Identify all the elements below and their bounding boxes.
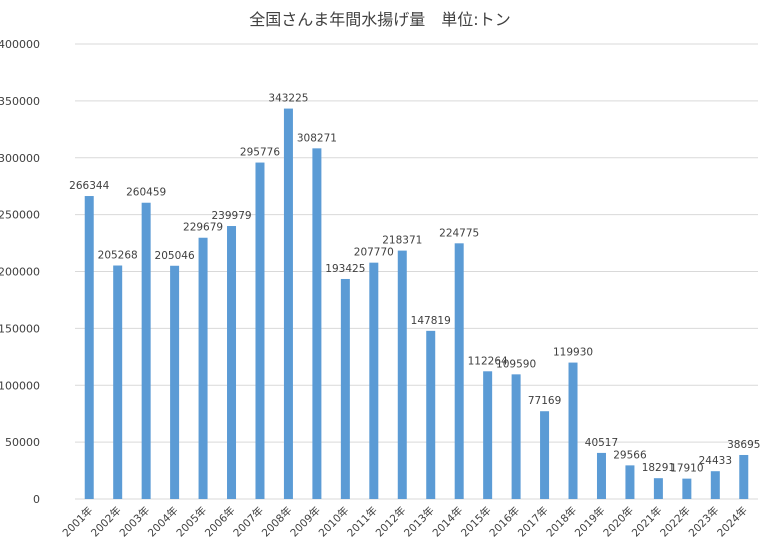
data-label: 109590 — [496, 358, 536, 370]
x-tick-label: 2002年 — [88, 504, 124, 540]
x-tick-label: 2023年 — [686, 504, 722, 540]
bar — [454, 243, 464, 499]
y-tick-label: 250000 — [0, 209, 40, 222]
bar — [170, 265, 180, 499]
bar — [141, 202, 151, 499]
data-label: 260459 — [126, 187, 166, 199]
data-label: 119930 — [553, 347, 593, 359]
x-tick-label: 2010年 — [316, 504, 352, 540]
bars — [84, 108, 749, 500]
data-label: 24433 — [699, 455, 732, 467]
x-tick-label: 2013年 — [401, 504, 437, 540]
x-tick-label: 2017年 — [515, 504, 551, 540]
data-label: 29566 — [613, 449, 647, 461]
data-label: 38695 — [727, 439, 760, 451]
y-tick-label: 50000 — [5, 436, 40, 449]
x-tick-label: 2015年 — [458, 504, 494, 540]
data-label: 343225 — [268, 93, 308, 105]
x-tick-label: 2006年 — [202, 504, 238, 540]
y-tick-label: 100000 — [0, 379, 40, 392]
y-tick-label: 150000 — [0, 322, 40, 335]
y-axis-ticks: 0 50000 100000 150000 200000 250000 300000 3500… — [0, 38, 40, 506]
x-axis-ticks: 2001年2002年2003年2004年2005年2006年2007年2008年… — [60, 504, 750, 540]
x-tick-label: 2005年 — [174, 504, 210, 540]
data-label: 205046 — [155, 250, 195, 262]
y-tick-label: 400000 — [0, 38, 40, 51]
bar — [312, 148, 322, 499]
x-tick-label: 2014年 — [430, 504, 466, 540]
x-tick-label: 2020年 — [601, 504, 637, 540]
x-tick-label: 2009年 — [287, 504, 323, 540]
x-tick-label: 2021年 — [629, 504, 665, 540]
bar — [682, 478, 692, 499]
x-tick-label: 2011年 — [344, 504, 380, 540]
bar — [340, 278, 350, 499]
bar — [596, 452, 606, 499]
bar — [483, 371, 493, 499]
x-tick-label: 2008年 — [259, 504, 295, 540]
bar — [625, 465, 635, 499]
bar — [369, 262, 379, 499]
bar — [739, 454, 749, 499]
x-tick-label: 2016年 — [487, 504, 523, 540]
data-label: 229679 — [183, 222, 223, 234]
y-tick-label: 350000 — [0, 95, 40, 108]
y-tick-label: 300000 — [0, 152, 40, 165]
chart-title: 全国さんま年間水揚げ量 単位:トン — [249, 10, 511, 29]
bar — [710, 471, 720, 499]
data-label: 193425 — [325, 263, 365, 275]
data-label: 218371 — [382, 235, 422, 247]
x-tick-label: 2007年 — [231, 504, 267, 540]
bar — [84, 196, 94, 500]
x-tick-label: 2018年 — [544, 504, 580, 540]
data-label: 205268 — [98, 250, 138, 262]
bar — [511, 374, 521, 499]
bar — [198, 237, 208, 499]
y-tick-label: 200000 — [0, 266, 40, 279]
data-label: 224775 — [439, 227, 479, 239]
x-tick-label: 2022年 — [657, 504, 693, 540]
data-label: 266344 — [69, 180, 109, 192]
bar — [283, 108, 293, 499]
bar — [255, 162, 265, 499]
data-label: 17910 — [670, 463, 703, 475]
data-label: 147819 — [411, 315, 451, 327]
bar — [426, 330, 436, 499]
data-label: 40517 — [585, 437, 618, 449]
data-label: 77169 — [528, 395, 561, 407]
bar — [653, 478, 663, 499]
data-label: 295776 — [240, 147, 280, 159]
bar — [113, 265, 123, 499]
x-tick-label: 2003年 — [117, 504, 153, 540]
x-tick-label: 2019年 — [572, 504, 608, 540]
data-label: 207770 — [354, 247, 394, 259]
x-tick-label: 2024年 — [714, 504, 750, 540]
gridlines — [75, 43, 758, 500]
bar — [540, 411, 550, 499]
bar — [397, 250, 407, 499]
data-label: 239979 — [211, 210, 251, 222]
y-tick-label: 0 — [33, 493, 40, 506]
bar — [568, 362, 578, 499]
x-tick-label: 2001年 — [60, 504, 96, 540]
bar — [227, 226, 237, 500]
x-tick-label: 2004年 — [145, 504, 181, 540]
data-label: 308271 — [297, 132, 337, 144]
x-tick-label: 2012年 — [373, 504, 409, 540]
data-label: 112264 — [468, 355, 508, 367]
data-label: 18291 — [642, 462, 675, 474]
